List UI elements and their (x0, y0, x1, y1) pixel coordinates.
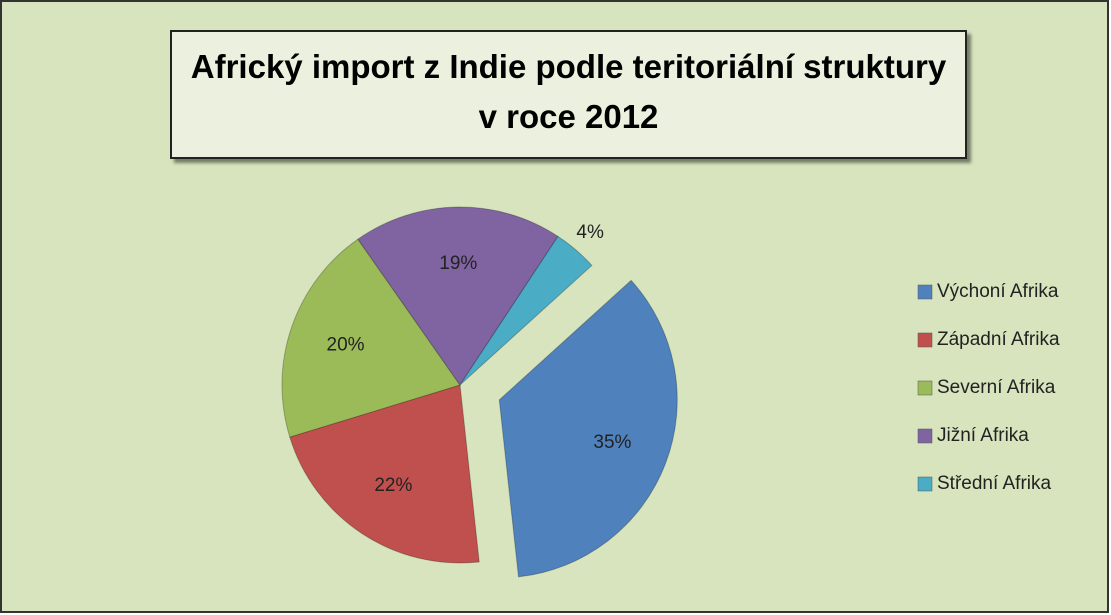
pie-slice (498, 279, 678, 578)
legend-label: Výchoní Afrika (937, 281, 1059, 302)
legend-swatch (917, 380, 933, 396)
data-label: 22% (374, 475, 412, 496)
legend-label: Severní Afrika (937, 377, 1056, 398)
pie-slice (289, 384, 480, 564)
chart-title: Africký import z Indie podle teritoriáln… (170, 30, 967, 159)
data-label: 35% (593, 432, 631, 453)
legend-label: Západní Afrika (937, 329, 1060, 350)
legend-swatch (917, 284, 933, 300)
pie-slice (357, 206, 559, 386)
legend-label: Jižní Afrika (937, 425, 1029, 446)
data-label: 20% (327, 335, 365, 356)
data-label: 19% (439, 253, 477, 274)
pie-slice (459, 235, 593, 386)
legend-label: Střední Afrika (937, 473, 1051, 494)
pie-slice (281, 238, 461, 438)
data-label: 4% (576, 222, 604, 243)
legend-swatch (917, 332, 933, 348)
legend-swatch (917, 476, 933, 492)
legend-swatch (917, 428, 933, 444)
